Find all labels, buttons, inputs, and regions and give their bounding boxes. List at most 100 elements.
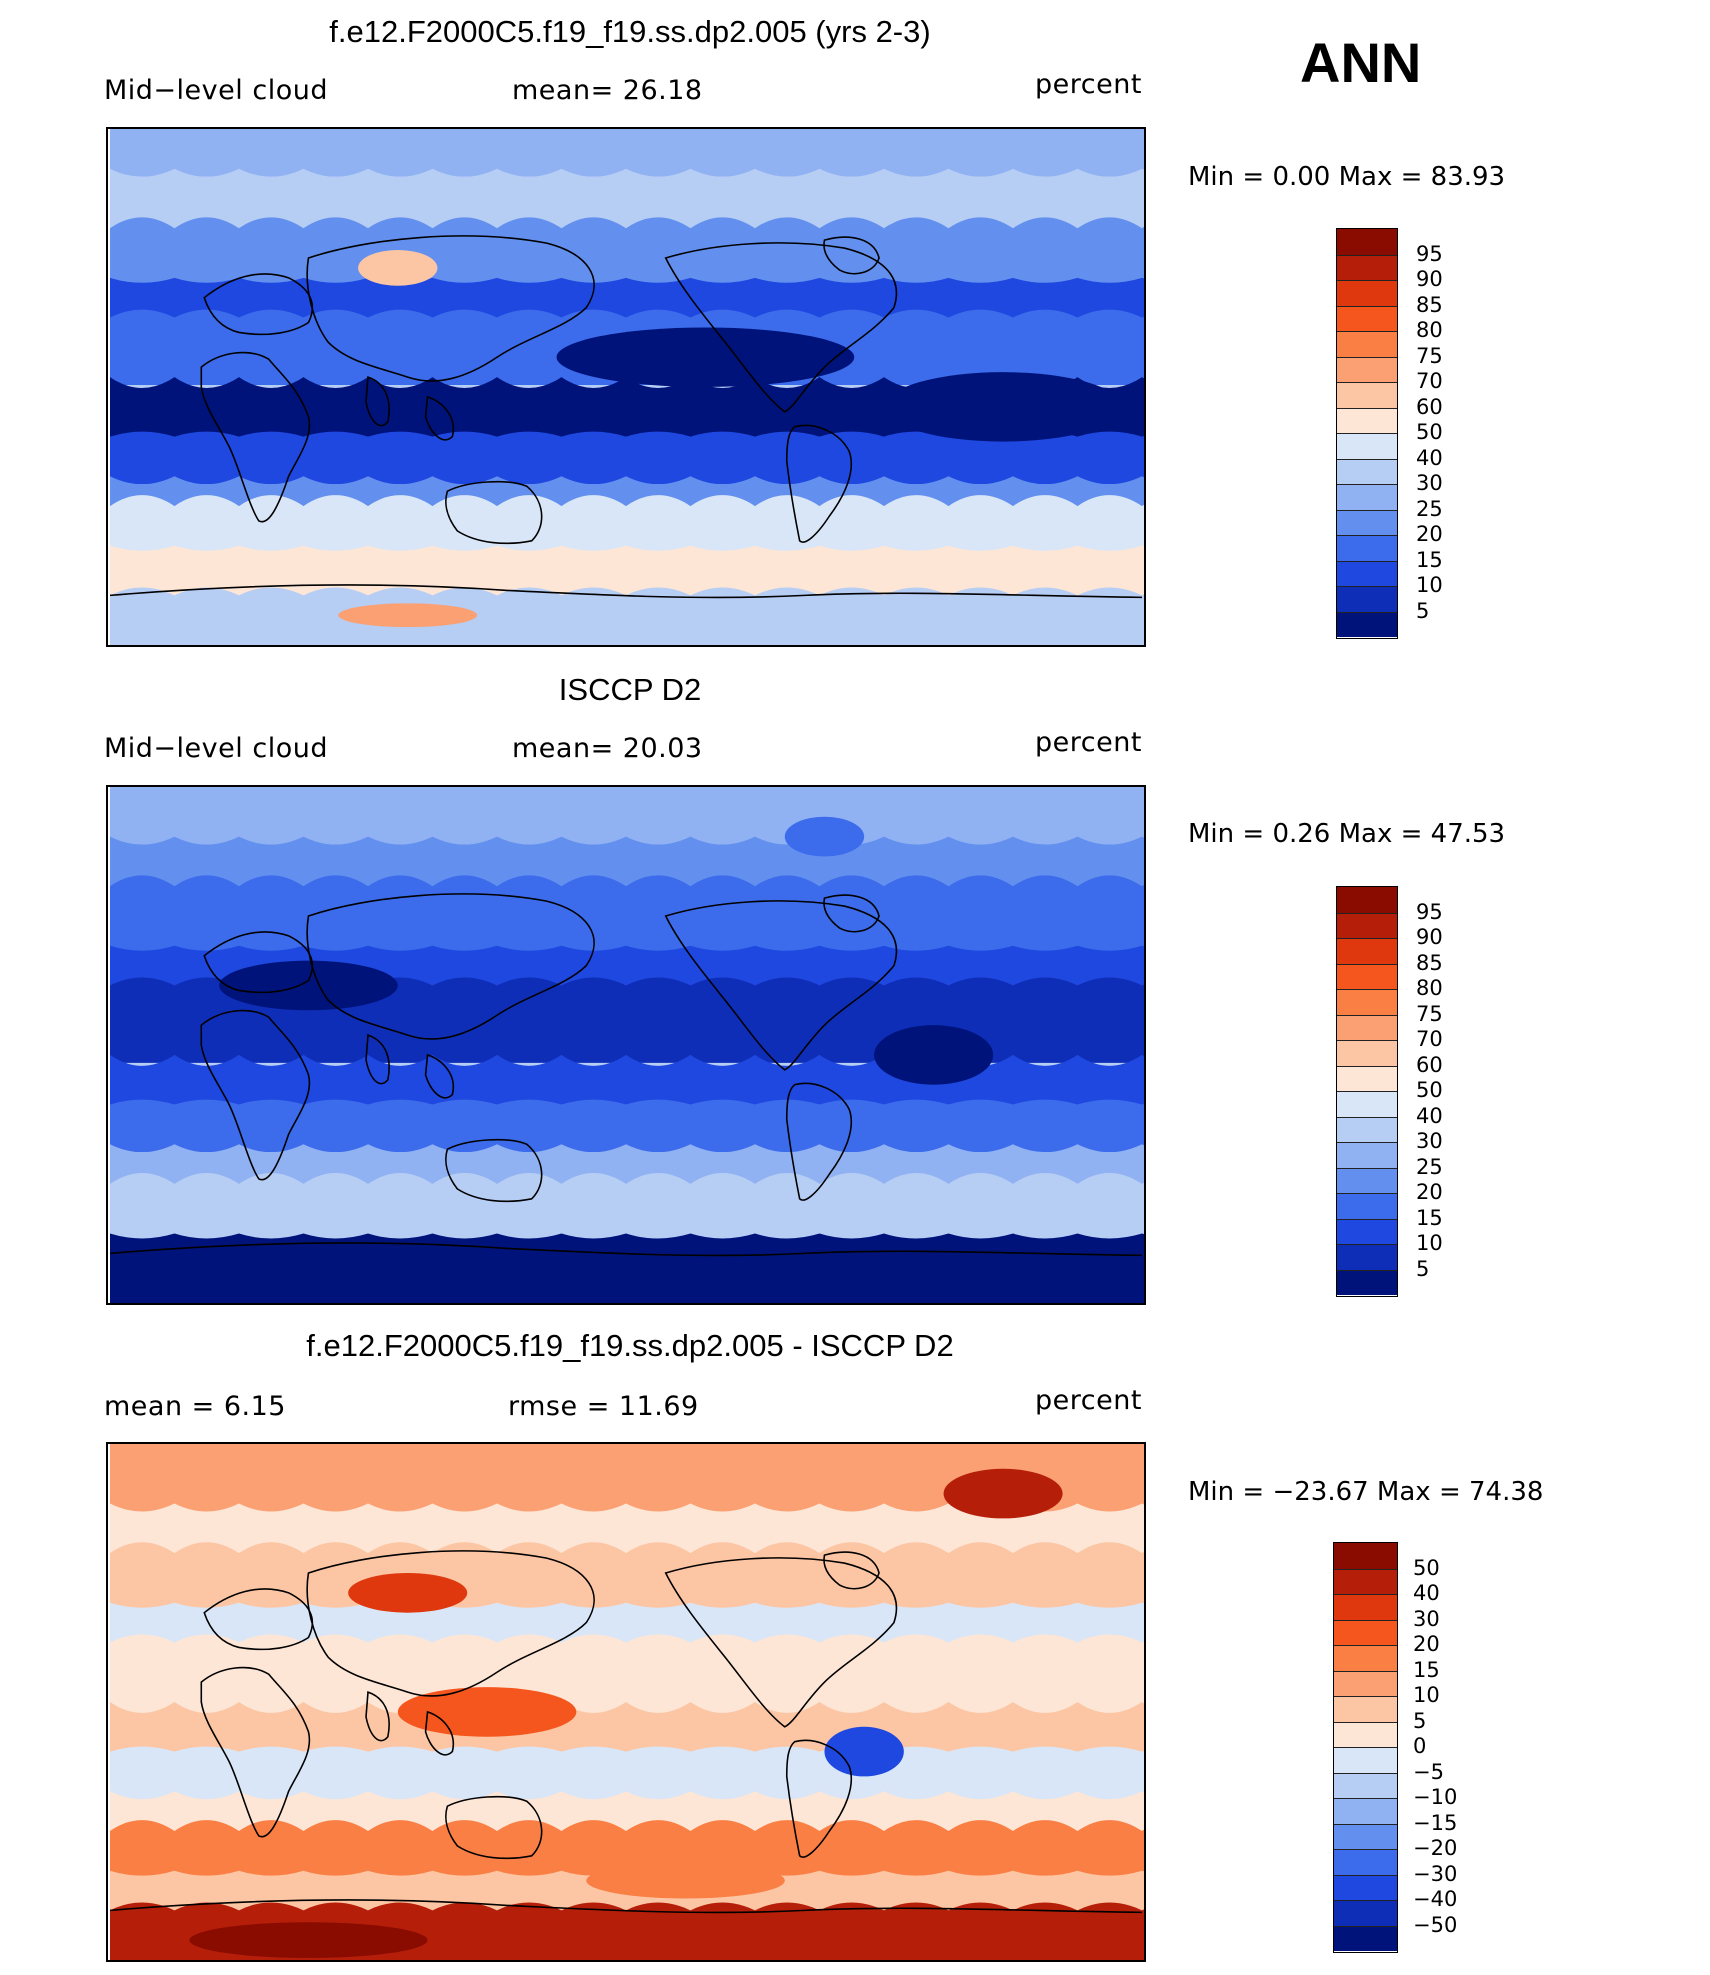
colorbar-swatch [1334,1543,1397,1569]
colorbar-swatch [1337,611,1397,637]
colorbar-tick-label: 15 [1416,547,1443,572]
colorbar-swatch [1337,938,1397,964]
panel-1-map [106,127,1146,647]
colorbar-swatch [1334,1874,1397,1900]
colorbar-swatch [1334,1849,1397,1875]
panel-2-minmax: Min = 0.26 Max = 47.53 [1188,819,1506,849]
colorbar-tick-label: 40 [1416,1103,1443,1128]
colorbar-tick-label: 80 [1416,976,1443,1000]
colorbar-swatch [1337,458,1397,484]
colorbar-swatch [1334,1670,1397,1696]
panel-1-mean-label: mean= 26.18 [512,75,703,106]
colorbar-swatch [1337,560,1397,586]
colorbar-swatch [1334,1798,1397,1824]
panel-3-mean-label: mean = 6.15 [104,1391,286,1422]
colorbar-tick-label: 25 [1416,1154,1443,1179]
colorbar-swatch [1334,1772,1397,1798]
colorbar-swatch [1337,1116,1397,1142]
colorbar-tick-label: 60 [1416,1052,1443,1077]
colorbar-tick-label: 10 [1413,1683,1440,1707]
panel-2-map [106,785,1146,1305]
panel-1-colorbar [1336,228,1398,639]
colorbar-swatch [1337,1218,1397,1244]
colorbar-swatch [1337,433,1397,459]
colorbar-tick-label: 5 [1416,598,1430,623]
colorbar-tick-label: −50 [1413,1912,1458,1937]
colorbar-swatch [1337,1091,1397,1117]
colorbar-swatch [1337,989,1397,1015]
colorbar-tick-label: 30 [1416,471,1443,495]
colorbar-swatch [1337,1167,1397,1193]
colorbar-tick-label: 95 [1416,241,1443,266]
colorbar-tick-label: 15 [1413,1657,1440,1682]
colorbar-swatch [1334,1900,1397,1926]
colorbar-tick-label: 50 [1413,1555,1440,1580]
colorbar-swatch [1334,1645,1397,1671]
colorbar-tick-label: −15 [1413,1810,1458,1835]
colorbar-swatch [1337,535,1397,561]
colorbar-tick-label: 80 [1416,318,1443,342]
panel-3-colorbar [1333,1542,1398,1953]
panel-2-units-label: percent [1035,727,1142,758]
panel-3-rmse-label: rmse = 11.69 [508,1391,699,1422]
colorbar-tick-label: 30 [1413,1606,1440,1631]
colorbar-tick-label: 15 [1416,1205,1443,1230]
colorbar-swatch [1337,280,1397,306]
colorbar-tick-label: 85 [1416,292,1443,317]
colorbar-tick-label: 90 [1416,267,1443,291]
colorbar-tick-label: 95 [1416,899,1443,924]
panel-2-title: ISCCP D2 [558,672,702,707]
colorbar-swatch [1334,1925,1397,1951]
colorbar-tick-label: 20 [1413,1632,1440,1656]
colorbar-tick-label: 30 [1416,1129,1443,1153]
colorbar-swatch [1337,305,1397,331]
colorbar-tick-label: 75 [1416,1001,1443,1026]
colorbar-tick-label: −40 [1413,1887,1458,1911]
panel-3-units-label: percent [1035,1385,1142,1416]
colorbar-tick-label: 50 [1416,1078,1443,1102]
colorbar-tick-label: 20 [1416,522,1443,546]
colorbar-tick-label: 50 [1416,420,1443,444]
colorbar-tick-label: 5 [1416,1256,1430,1281]
colorbar-swatch [1337,1244,1397,1270]
colorbar-swatch [1334,1568,1397,1594]
colorbar-tick-label: 85 [1416,950,1443,975]
colorbar-swatch [1334,1696,1397,1722]
colorbar-swatch [1337,1193,1397,1219]
colorbar-swatch [1334,1619,1397,1645]
colorbar-tick-label: 70 [1416,369,1443,393]
colorbar-tick-label: −10 [1413,1785,1458,1809]
colorbar-swatch [1337,331,1397,357]
colorbar-tick-label: 10 [1416,573,1443,597]
colorbar-swatch [1337,509,1397,535]
panel-2-colorbar [1336,886,1398,1297]
panel-3-minmax: Min = −23.67 Max = 74.38 [1188,1477,1544,1507]
colorbar-swatch [1334,1721,1397,1747]
colorbar-swatch [1337,1040,1397,1066]
colorbar-tick-label: 70 [1416,1027,1443,1051]
panel-1-minmax: Min = 0.00 Max = 83.93 [1188,162,1506,192]
colorbar-tick-label: 5 [1413,1708,1427,1733]
panel-2-mean-label: mean= 20.03 [512,733,703,764]
colorbar-tick-label: 25 [1416,496,1443,521]
colorbar-swatch [1337,1014,1397,1040]
colorbar-tick-label: 90 [1416,925,1443,949]
panel-1-variable-label: Mid−level cloud [104,75,328,106]
colorbar-tick-label: 0 [1413,1734,1427,1758]
colorbar-swatch [1337,484,1397,510]
colorbar-tick-label: −30 [1413,1861,1458,1886]
colorbar-tick-label: −5 [1413,1759,1444,1784]
colorbar-tick-label: 60 [1416,394,1443,419]
panel-1-units-label: percent [1035,69,1142,100]
colorbar-swatch [1337,254,1397,280]
colorbar-swatch [1337,912,1397,938]
colorbar-tick-label: 75 [1416,343,1443,368]
colorbar-swatch [1337,407,1397,433]
colorbar-swatch [1337,887,1397,913]
colorbar-tick-label: −20 [1413,1836,1458,1860]
season-label: ANN [1300,31,1422,94]
colorbar-swatch [1337,229,1397,255]
panel-1-title: f.e12.F2000C5.f19_f19.ss.dp2.005 (yrs 2-… [329,14,931,49]
colorbar-swatch [1337,586,1397,612]
colorbar-swatch [1334,1594,1397,1620]
